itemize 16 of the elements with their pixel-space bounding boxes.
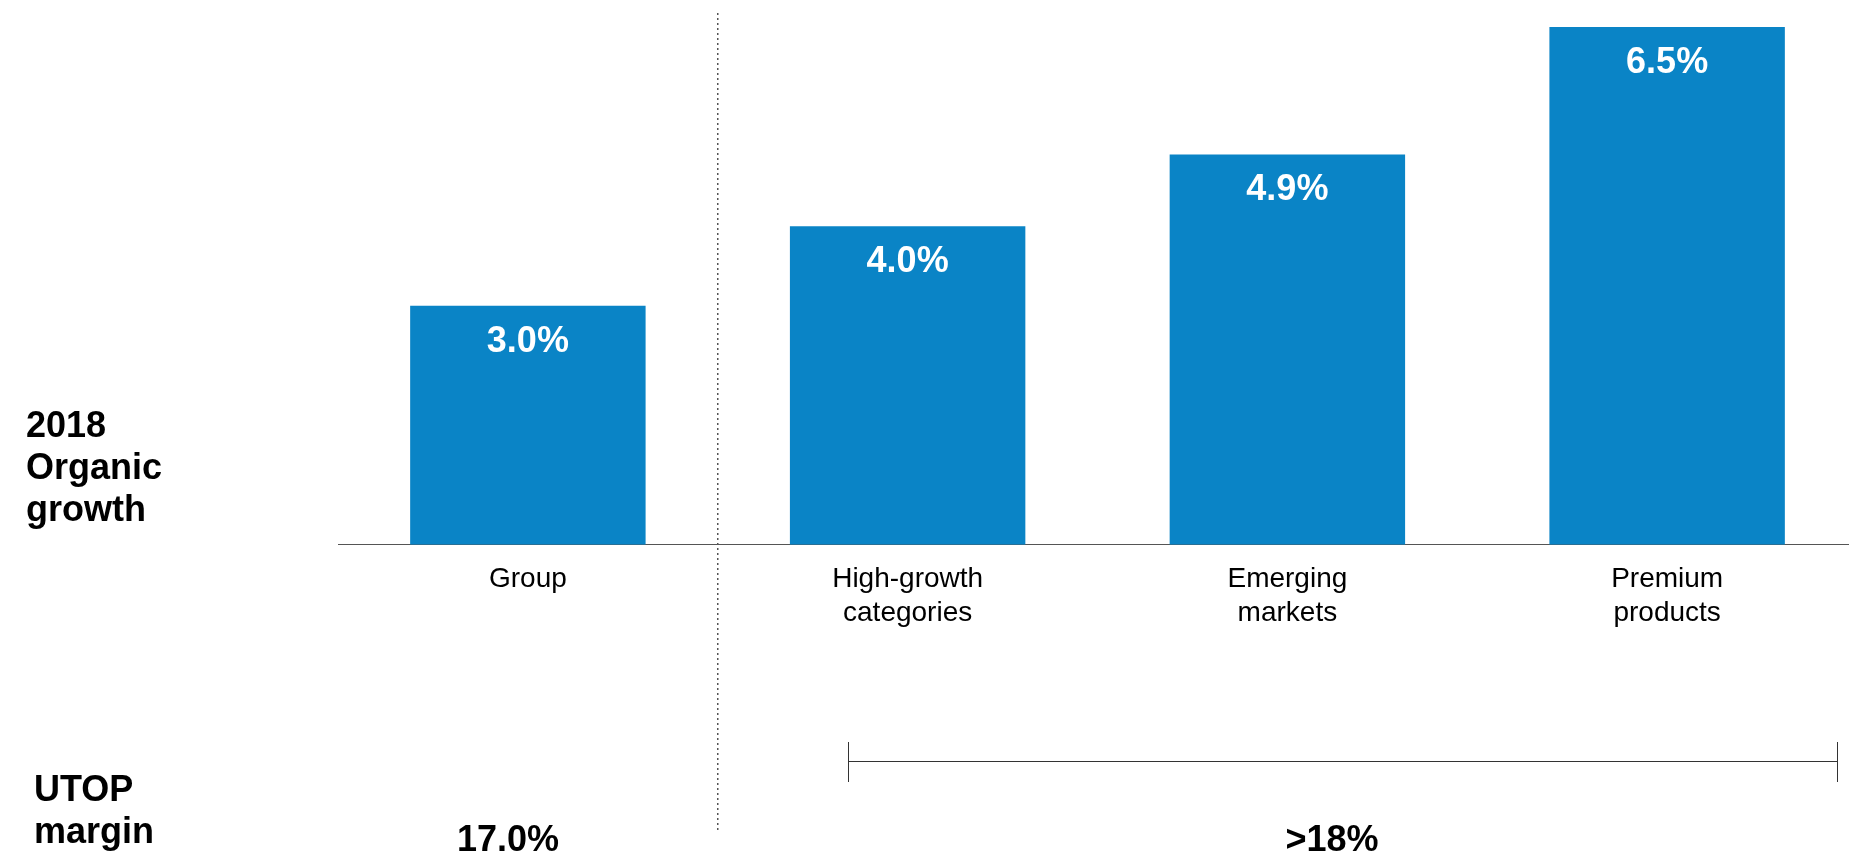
bar bbox=[1169, 154, 1406, 545]
x-tick-label: Group bbox=[488, 562, 567, 594]
bar bbox=[789, 226, 1026, 545]
bar bbox=[410, 305, 646, 545]
data-label: 4.0% bbox=[866, 239, 949, 281]
text: UTOP margin bbox=[34, 768, 156, 852]
text: >18% bbox=[1284, 818, 1380, 859]
data-label: 6.5% bbox=[1626, 39, 1709, 81]
text: 17.0% bbox=[455, 818, 561, 859]
x-tick-label: Premium products bbox=[1611, 562, 1724, 627]
data-label: 3.0% bbox=[486, 318, 569, 360]
y-axis-title: 2018 Organic growth bbox=[26, 404, 164, 530]
data-label: 4.9% bbox=[1246, 167, 1329, 209]
bar bbox=[1549, 27, 1785, 545]
x-tick-label: Emerging markets bbox=[1227, 562, 1348, 627]
x-tick-label: High-growth categories bbox=[832, 562, 984, 627]
